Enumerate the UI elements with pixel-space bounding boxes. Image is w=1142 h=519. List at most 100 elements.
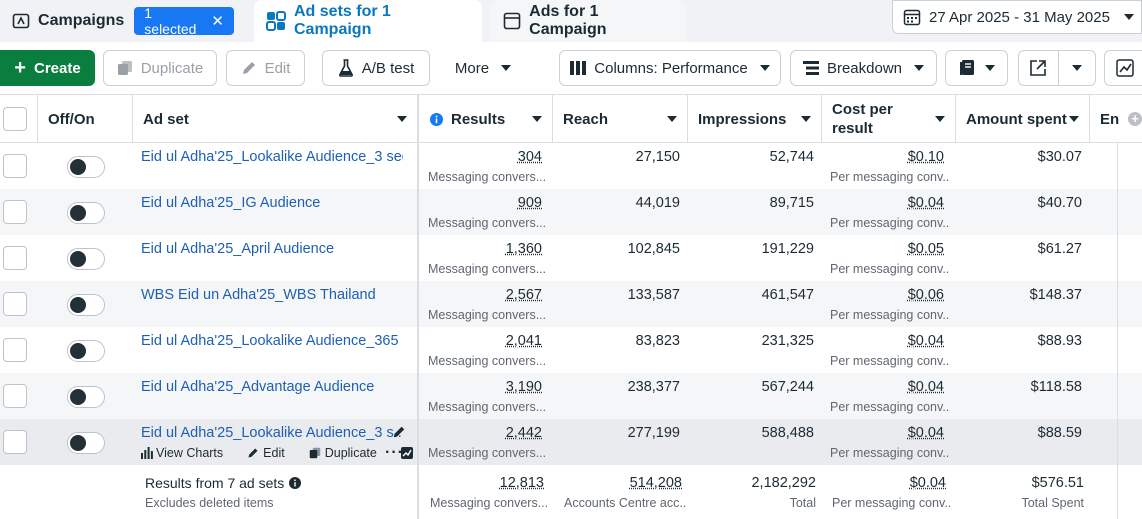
amount-value: $61.27 <box>1037 241 1082 257</box>
chevron-down-icon[interactable] <box>1069 116 1079 122</box>
info-icon[interactable] <box>430 112 443 126</box>
table-row[interactable]: Eid ul Adha'25_April Audience 1,360 Messag… <box>0 235 1142 281</box>
results-value[interactable]: 909 <box>517 195 542 211</box>
header-cost-per-result[interactable]: Cost per result <box>822 95 956 143</box>
header-adset[interactable]: Ad set <box>133 95 418 143</box>
on-off-toggle[interactable] <box>67 432 105 454</box>
trend-icon[interactable] <box>400 447 413 459</box>
results-value[interactable]: 2,567 <box>505 287 542 303</box>
on-off-toggle[interactable] <box>67 294 105 316</box>
cost-value[interactable]: $0.10 <box>907 149 944 165</box>
impressions-value: 461,547 <box>761 287 814 303</box>
add-column-icon[interactable]: + <box>1128 112 1142 126</box>
duplicate-icon <box>309 447 320 459</box>
cost-value[interactable]: $0.05 <box>907 241 944 257</box>
row-checkbox[interactable] <box>3 200 27 224</box>
chevron-down-icon[interactable] <box>935 116 945 122</box>
header-cost-label: Cost per result <box>832 100 893 138</box>
chevron-down-icon[interactable] <box>397 116 407 122</box>
header-cost-line2: result <box>832 120 873 137</box>
header-adset-label: Ad set <box>143 110 189 128</box>
adset-name-link[interactable]: Eid ul Adha'25_Lookalike Audience_3 sec … <box>141 149 403 165</box>
amount-value: $88.59 <box>1037 425 1082 441</box>
edit-button[interactable]: Edit <box>226 50 305 86</box>
info-icon[interactable] <box>289 477 302 489</box>
export-button[interactable] <box>1018 50 1096 86</box>
reports-dropdown[interactable] <box>945 50 1008 86</box>
adset-name-link[interactable]: Eid ul Adha'25_Advantage Audience <box>141 379 375 395</box>
table-row[interactable]: Eid ul Adha'25_Lookalike Audience_3 sec … <box>0 143 1142 189</box>
adset-name-link[interactable]: Eid ul Adha'25_April Audience <box>141 241 335 257</box>
cost-value[interactable]: $0.04 <box>907 425 944 441</box>
more-button[interactable]: More <box>438 50 528 86</box>
frozen-column-divider[interactable] <box>417 95 419 519</box>
row-checkbox[interactable] <box>3 246 27 270</box>
on-off-toggle[interactable] <box>67 340 105 362</box>
row-checkbox[interactable] <box>3 292 27 316</box>
trend-chart-button[interactable] <box>1104 50 1142 86</box>
cost-value[interactable]: $0.04 <box>907 333 944 349</box>
row-checkbox[interactable] <box>3 154 27 178</box>
tab-ads[interactable]: Ads for 1 Campaign <box>490 0 686 42</box>
header-results[interactable]: Results <box>420 95 553 143</box>
duplicate-action[interactable]: Duplicate <box>309 446 389 460</box>
on-off-toggle[interactable] <box>67 248 105 270</box>
chevron-down-icon[interactable] <box>532 116 542 122</box>
cost-subtext: Per messaging conv... <box>830 262 950 276</box>
flask-icon <box>338 59 354 77</box>
amount-value: $40.70 <box>1037 195 1082 211</box>
view-charts-action[interactable]: View Charts <box>141 446 235 460</box>
cost-subtext: Per messaging conv... <box>830 400 950 414</box>
on-off-toggle[interactable] <box>67 156 105 178</box>
header-amount-spent[interactable]: Amount spent <box>956 95 1090 143</box>
adsets-table: Off/On Ad set Results Reach Impressions … <box>0 94 1142 519</box>
header-offon[interactable]: Off/On <box>38 95 133 143</box>
cost-value[interactable]: $0.04 <box>907 195 944 211</box>
columns-dropdown[interactable]: Columns: Performance <box>559 50 781 86</box>
edit-action[interactable]: Edit <box>247 446 297 460</box>
on-off-toggle[interactable] <box>67 202 105 224</box>
chevron-down-icon[interactable] <box>801 116 811 122</box>
duplicate-button[interactable]: Duplicate <box>103 50 217 86</box>
adset-name-link[interactable]: Eid ul Adha'25_Lookalike Audience_3 s... <box>141 425 403 441</box>
table-row[interactable]: Eid ul Adha'25_Lookalike Audience_365 ..… <box>0 327 1142 373</box>
adset-name-link[interactable]: WBS Eid un Adha'25_WBS Thailand <box>141 287 376 303</box>
header-impressions[interactable]: Impressions <box>688 95 822 143</box>
tab-adsets[interactable]: Ad sets for 1 Campaign <box>254 0 482 42</box>
adset-name-link[interactable]: Eid ul Adha'25_Lookalike Audience_365 ..… <box>141 333 403 349</box>
chevron-down-icon[interactable] <box>1072 65 1082 71</box>
summary-cost-sub: Per messaging conv... <box>832 496 952 510</box>
select-all-checkbox[interactable] <box>3 107 27 131</box>
adset-name-link[interactable]: Eid ul Adha'25_IG Audience <box>141 195 321 211</box>
chevron-down-icon[interactable] <box>667 116 677 122</box>
results-value[interactable]: 3,190 <box>505 379 542 395</box>
breakdown-dropdown[interactable]: Breakdown <box>790 50 937 86</box>
ab-test-button[interactable]: A/B test <box>322 50 430 86</box>
on-off-toggle[interactable] <box>67 386 105 408</box>
results-subtext: Messaging convers... <box>428 262 547 276</box>
table-row[interactable]: Eid ul Adha'25_IG Audience 909 Messaging c… <box>0 189 1142 235</box>
tab-campaigns[interactable]: Campaigns 1 selected ✕ <box>0 0 246 42</box>
table-row[interactable]: Eid ul Adha'25_Lookalike Audience_3 s...… <box>0 419 1142 465</box>
create-button[interactable]: + Create <box>0 50 95 86</box>
reach-value: 44,019 <box>635 195 680 211</box>
date-range-picker[interactable]: 27 Apr 2025 - 31 May 2025 <box>892 0 1142 34</box>
more-options-icon[interactable]: ··· <box>385 444 404 461</box>
cost-value[interactable]: $0.06 <box>907 287 944 303</box>
header-ends[interactable]: En + <box>1090 95 1142 143</box>
row-checkbox[interactable] <box>3 338 27 362</box>
table-row[interactable]: Eid ul Adha'25_Advantage Audience 3,190 Me… <box>0 373 1142 419</box>
results-value[interactable]: 2,041 <box>505 333 542 349</box>
close-icon[interactable]: ✕ <box>211 13 224 30</box>
header-reach[interactable]: Reach <box>553 95 688 143</box>
results-value[interactable]: 304 <box>517 149 542 165</box>
row-checkbox[interactable] <box>3 430 27 454</box>
header-ends-label: En <box>1100 110 1120 128</box>
cost-value[interactable]: $0.04 <box>907 379 944 395</box>
results-value[interactable]: 2,442 <box>505 425 542 441</box>
results-value[interactable]: 1,360 <box>505 241 542 257</box>
selected-chip[interactable]: 1 selected ✕ <box>134 5 234 37</box>
pencil-icon[interactable] <box>392 425 406 439</box>
row-checkbox[interactable] <box>3 384 27 408</box>
table-row[interactable]: WBS Eid un Adha'25_WBS Thailand 2,567 Mess… <box>0 281 1142 327</box>
